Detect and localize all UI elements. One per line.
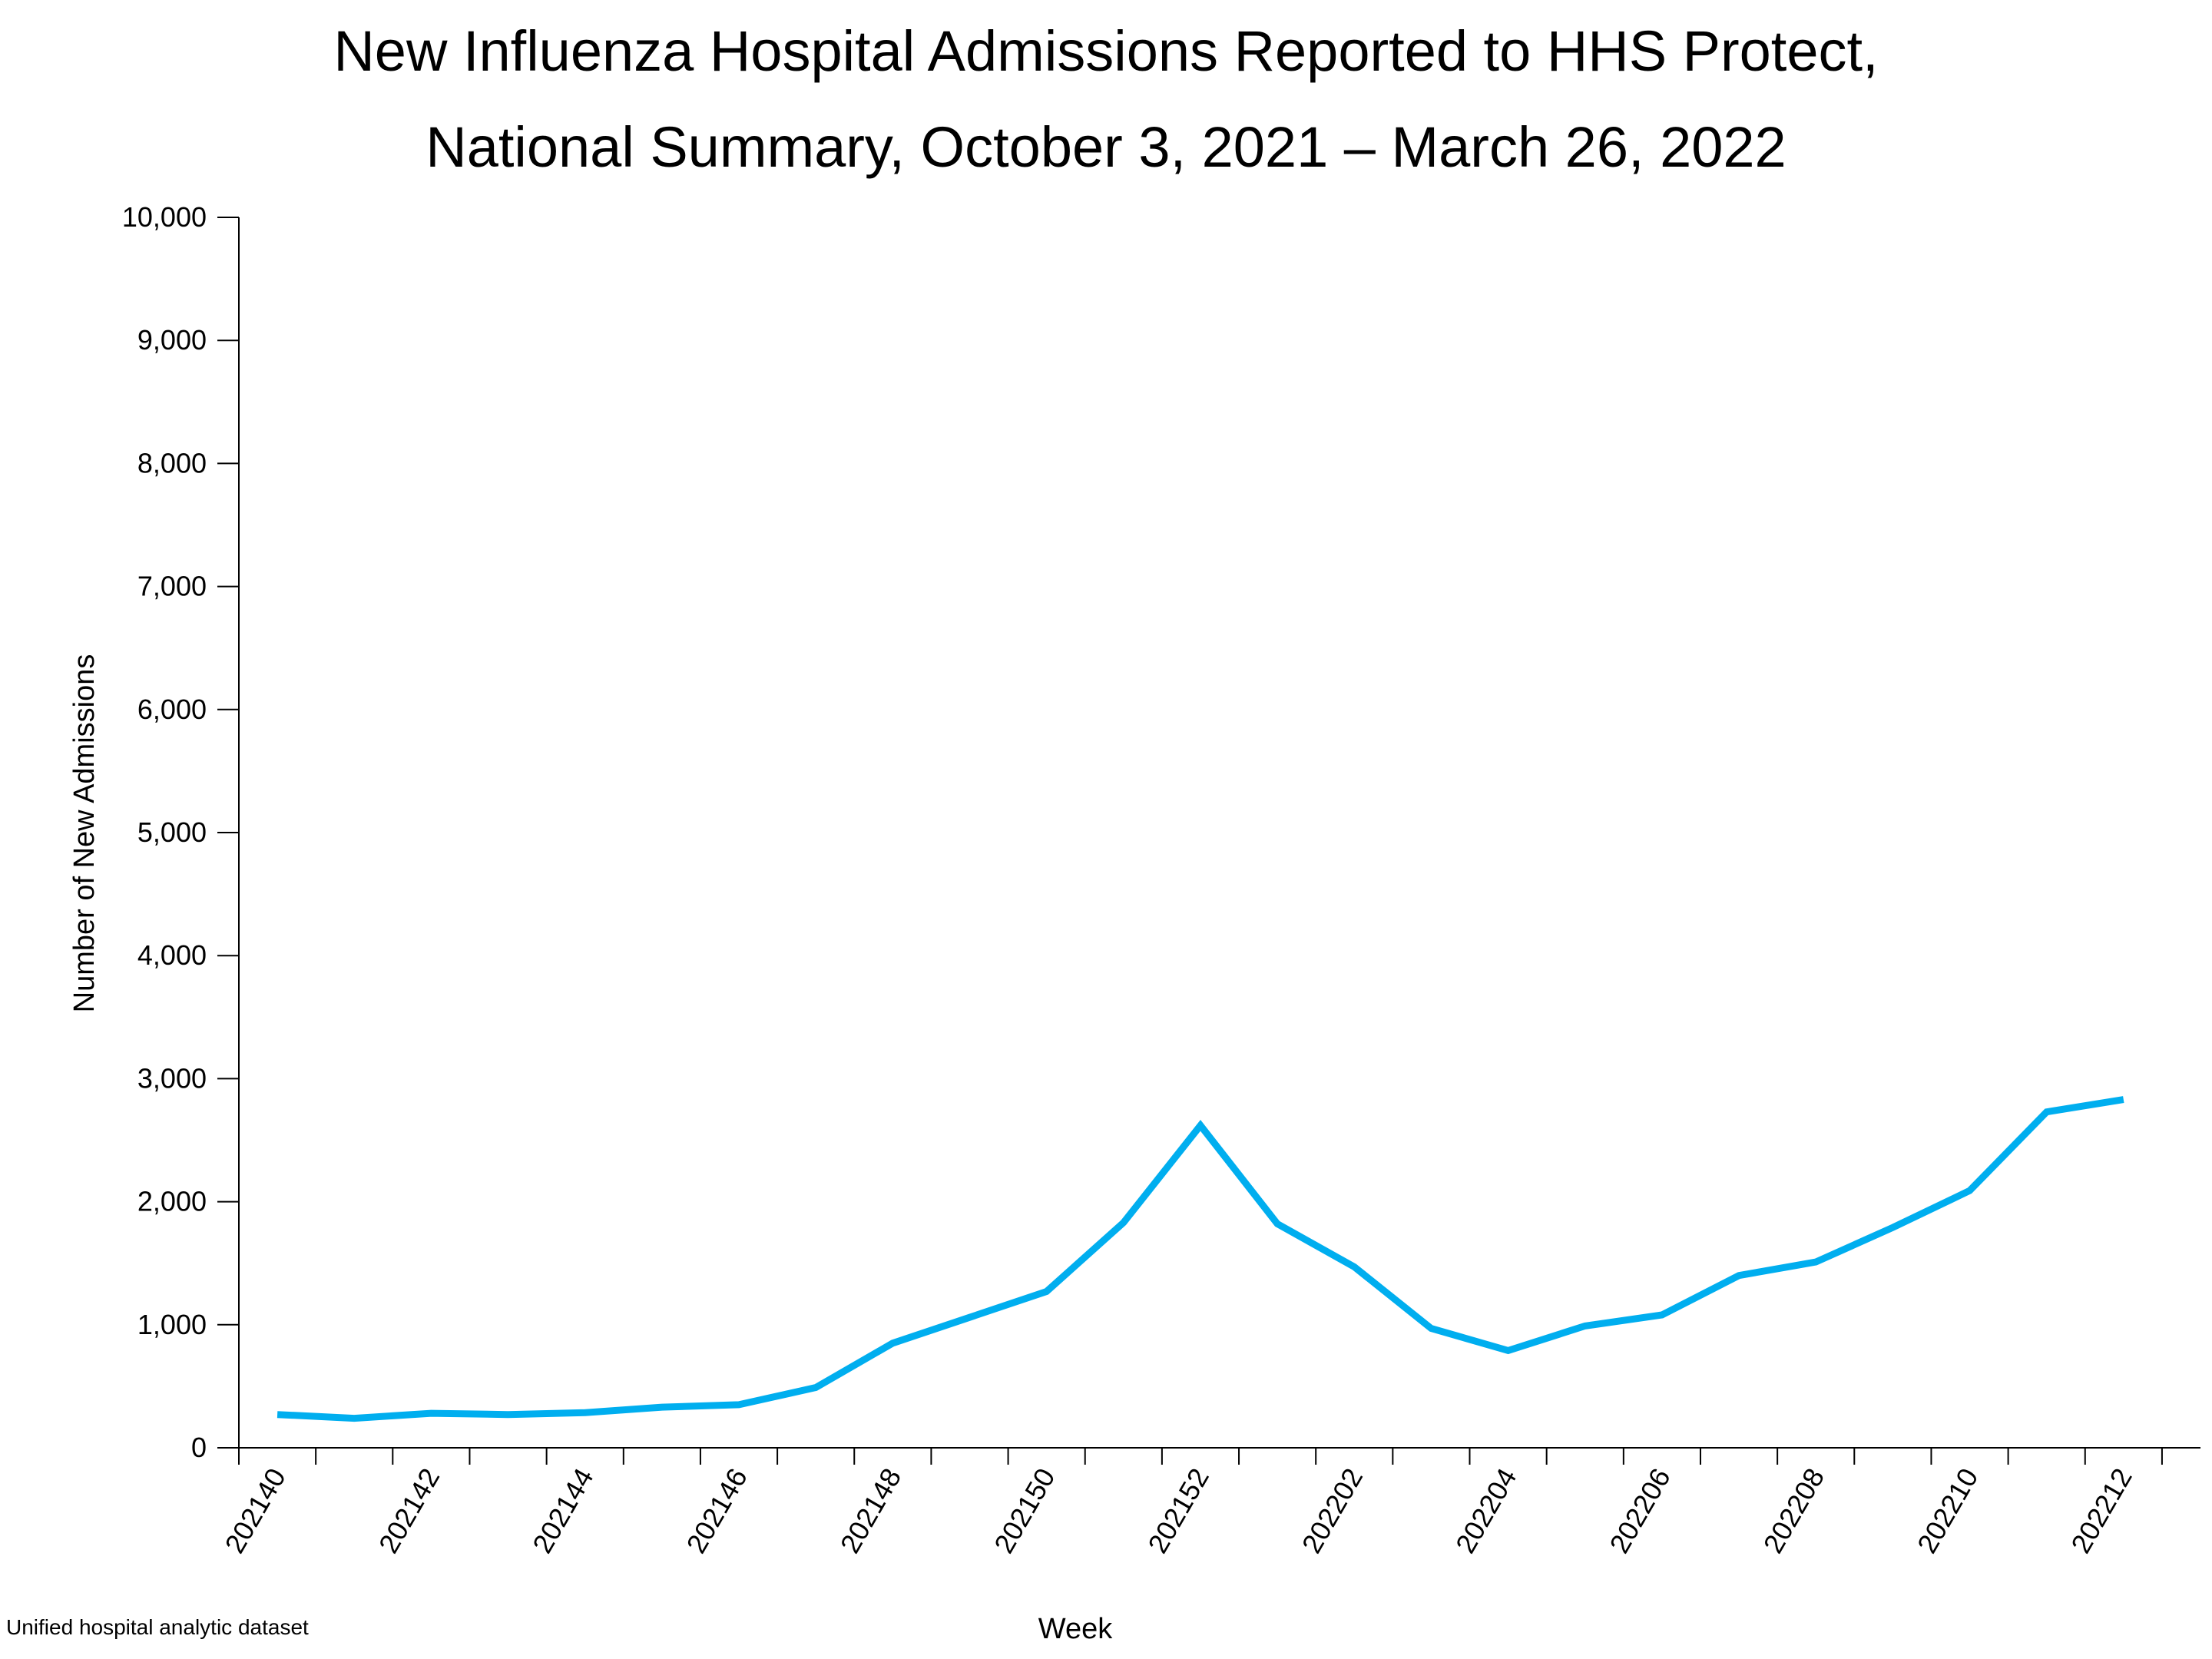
plot-area: 0 1,000 2,000 3,000 4,000 5,000 6,000 7,000 8,00… — [122, 201, 2200, 1558]
x-tick-label: 202152 — [1141, 1463, 1215, 1559]
y-tick-label: 8,000 — [137, 447, 207, 478]
x-tick-label: 202206 — [1603, 1463, 1677, 1559]
x-tick-label: 202210 — [1911, 1463, 1985, 1559]
x-tick-label: 202202 — [1296, 1463, 1369, 1559]
series-line — [276, 1096, 2124, 1422]
x-axis-label: Week — [1038, 1613, 1113, 1645]
y-tick-label: 10,000 — [122, 201, 207, 233]
x-tick-label: 202204 — [1449, 1463, 1523, 1559]
y-tick-label: 4,000 — [137, 939, 207, 971]
x-tick-label: 202146 — [680, 1463, 753, 1559]
chart-title-line-2: National Summary, October 3, 2021 – Marc… — [426, 115, 1786, 179]
y-axis-label: Number of New Admissions — [68, 654, 101, 1013]
x-tick-label: 202142 — [373, 1463, 446, 1559]
y-tick-label: 0 — [191, 1432, 207, 1463]
y-tick-label: 5,000 — [137, 816, 207, 848]
x-tick-label: 202144 — [526, 1463, 600, 1559]
y-tick-label: 3,000 — [137, 1062, 207, 1094]
x-tick-label: 202150 — [988, 1463, 1061, 1559]
x-tick-label: 202212 — [2065, 1463, 2138, 1559]
y-tick-label: 6,000 — [137, 694, 207, 725]
y-tick-label: 1,000 — [137, 1309, 207, 1340]
x-tick-label: 202208 — [1757, 1463, 1831, 1559]
chart-title-line-1: New Influenza Hospital Admissions Report… — [333, 19, 1878, 83]
x-tick-label: 202148 — [834, 1463, 908, 1559]
y-tick-label: 9,000 — [137, 324, 207, 356]
x-tick-label: 202140 — [218, 1463, 292, 1559]
source-note: Unified hospital analytic dataset — [6, 1615, 309, 1639]
y-tick-label: 2,000 — [137, 1186, 207, 1217]
y-tick-label: 7,000 — [137, 571, 207, 602]
